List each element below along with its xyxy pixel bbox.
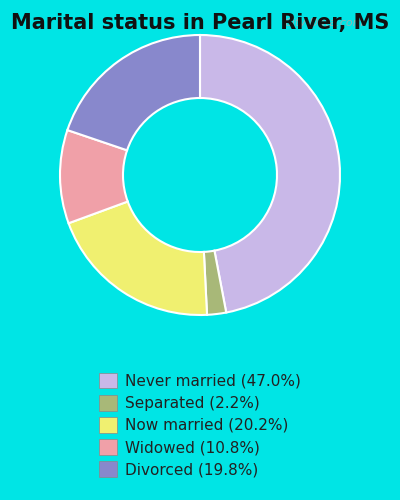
- Wedge shape: [68, 35, 200, 150]
- Wedge shape: [68, 202, 207, 315]
- Wedge shape: [200, 35, 340, 312]
- Wedge shape: [60, 130, 128, 224]
- Text: City-Data.com: City-Data.com: [285, 18, 364, 28]
- Text: Marital status in Pearl River, MS: Marital status in Pearl River, MS: [11, 12, 389, 32]
- Wedge shape: [204, 250, 226, 315]
- Legend: Never married (47.0%), Separated (2.2%), Now married (20.2%), Widowed (10.8%), D: Never married (47.0%), Separated (2.2%),…: [92, 365, 308, 485]
